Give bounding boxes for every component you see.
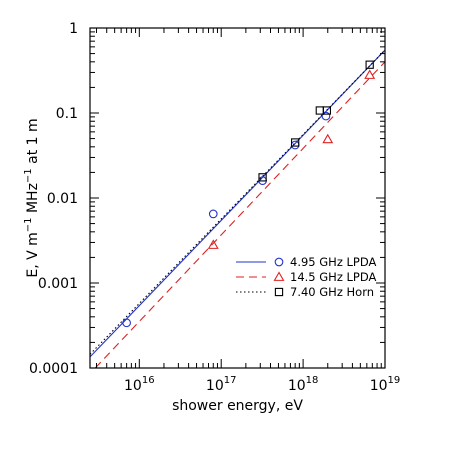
y-tick-label: 0.0001 — [29, 361, 78, 377]
data-point — [208, 209, 218, 219]
plot-frame — [89, 27, 386, 369]
y-tick-label: 1 — [69, 21, 78, 37]
data-points — [122, 60, 376, 328]
plot-background — [90, 28, 385, 368]
x-tick-label: 1017 — [206, 375, 237, 394]
fit-line — [90, 49, 385, 355]
x-tick-label: 1016 — [124, 375, 155, 394]
legend-label: 4.95 GHz LPDA — [290, 255, 377, 269]
data-point — [322, 133, 334, 144]
data-point — [122, 318, 131, 328]
x-tick-label: 1019 — [370, 375, 401, 394]
legend-marker — [273, 271, 285, 281]
legend-marker — [274, 287, 284, 297]
legend-label: 7.40 GHz Horn — [290, 285, 374, 299]
data-point — [207, 239, 219, 249]
data-point — [365, 60, 374, 69]
x-axis-label: shower energy, eV — [172, 398, 303, 414]
data-point — [258, 173, 267, 182]
data-point — [364, 69, 376, 79]
axis-ticks — [90, 27, 386, 369]
fit-lines — [90, 49, 385, 368]
x-tick-label: 1018 — [288, 375, 319, 394]
data-point — [322, 106, 332, 115]
y-tick-label: 0.01 — [47, 191, 78, 207]
legend-marker — [274, 257, 284, 267]
legend-label: 14.5 GHz LPDA — [290, 270, 377, 284]
tick-labels: 1016 1017 1018 1019 0.0001 0.001 0.01 0.1 1 — [29, 21, 400, 394]
y-axis-label: E, V m−1 MHz−1 at 1 m — [23, 118, 41, 277]
data-point — [291, 138, 300, 147]
data-point — [321, 111, 331, 121]
y-tick-label: 0.001 — [38, 276, 78, 292]
fit-line — [94, 61, 385, 368]
y-tick-label: 0.1 — [56, 106, 78, 122]
